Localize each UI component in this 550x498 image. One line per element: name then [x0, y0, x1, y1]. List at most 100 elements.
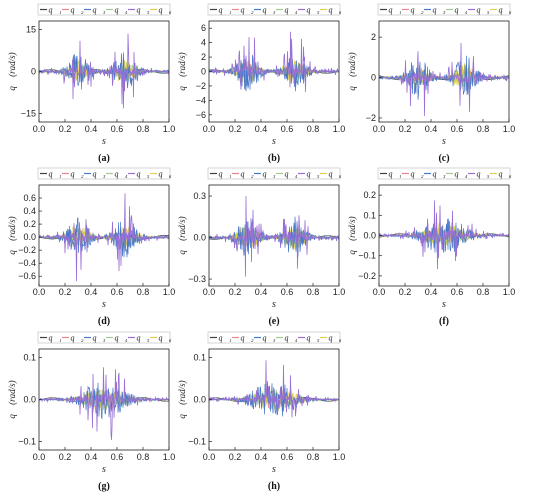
x-tick-label: 0.6 — [451, 287, 464, 297]
x-tick-label: 0.0 — [33, 452, 46, 462]
x-tick-label: 0.2 — [399, 287, 412, 297]
y-tick-label: 6 — [201, 23, 206, 33]
x-tick-label: 1.0 — [333, 452, 346, 462]
y-axis-label: q⃛ (rad/s) — [347, 216, 357, 254]
legend: q⃛₁ q⃛₂ q⃛₃ q⃛₄ q⃛₅ q⃛₆ — [208, 168, 342, 179]
y-tick-label: 2 — [371, 32, 376, 42]
y-tick-label: 2 — [201, 52, 206, 62]
y-tick-label: −6 — [196, 110, 206, 120]
legend-entry: q⃛₁ — [219, 334, 232, 343]
subplot-caption: (f) — [439, 316, 449, 327]
legend: q⃛₁ q⃛₂ q⃛₃ q⃛₄ q⃛₅ q⃛₆ — [38, 332, 172, 343]
x-tick-label: 0.4 — [425, 124, 438, 134]
subplot-caption: (g) — [98, 481, 110, 492]
x-tick-label: 0.2 — [229, 287, 242, 297]
legend-entry: q⃛₁ — [49, 170, 62, 179]
legend-entry: q⃛₆ — [159, 6, 172, 15]
legend: q⃛₁ q⃛₂ q⃛₃ q⃛₄ q⃛₅ q⃛₆ — [378, 168, 512, 179]
series-group — [379, 200, 509, 269]
x-tick-label: 1.0 — [503, 287, 516, 297]
series-line-5 — [209, 196, 339, 277]
legend-entry: q⃛₂ — [411, 170, 424, 179]
x-tick-label: 0.0 — [373, 124, 386, 134]
legend-entry: q⃛₃ — [433, 170, 446, 179]
x-tick-label: 0.0 — [33, 124, 46, 134]
x-tick-label: 0.6 — [281, 287, 294, 297]
y-tick-label: −4 — [196, 95, 206, 105]
legend-entry: q⃛₁ — [49, 6, 62, 15]
x-axis-label: s — [442, 136, 446, 147]
legend-entry: q⃛₅ — [307, 334, 320, 343]
y-tick-label: 0 — [31, 67, 36, 77]
legend-entry: q⃛₁ — [219, 6, 232, 15]
legend-entry: q⃛₂ — [241, 6, 254, 15]
y-tick-label: −15 — [21, 109, 36, 119]
legend-entry: q⃛₂ — [241, 170, 254, 179]
legend-entry: q⃛₅ — [137, 170, 150, 179]
x-tick-label: 0.4 — [85, 287, 98, 297]
x-tick-label: 0.2 — [59, 124, 72, 134]
x-tick-label: 0.4 — [85, 452, 98, 462]
legend-entry: q⃛₂ — [71, 6, 84, 15]
y-tick-label: −2 — [366, 113, 376, 123]
y-axis-label: q⃛ (rad/s) — [7, 52, 17, 90]
legend-entry: q⃛₅ — [477, 6, 490, 15]
legend-entry: q⃛₃ — [263, 6, 276, 15]
subplot-caption: (e) — [268, 316, 279, 327]
x-tick-label: 0.8 — [137, 124, 150, 134]
y-tick-label: 0.0 — [193, 233, 206, 243]
series-group — [209, 196, 339, 277]
y-axis-label: q⃛ (rad/s) — [347, 52, 357, 90]
x-axis-label: s — [102, 136, 106, 147]
series-line-5 — [209, 32, 339, 92]
y-tick-label: 0.0 — [363, 231, 376, 241]
x-tick-label: 0.6 — [111, 452, 124, 462]
x-tick-label: 0.0 — [373, 287, 386, 297]
x-tick-label: 0.8 — [137, 452, 150, 462]
x-tick-label: 0.6 — [111, 287, 124, 297]
x-tick-label: 0.4 — [255, 287, 268, 297]
legend-entry: q⃛₆ — [329, 6, 342, 15]
legend-entry: q⃛₄ — [115, 334, 128, 343]
legend-entry: q⃛₄ — [285, 6, 298, 15]
y-tick-label: 4 — [201, 38, 206, 48]
legend-entry: q⃛₂ — [71, 170, 84, 179]
legend-entry: q⃛₆ — [159, 170, 172, 179]
legend-entry: q⃛₂ — [241, 334, 254, 343]
legend-entry: q⃛₆ — [159, 334, 172, 343]
x-tick-label: 0.2 — [399, 124, 412, 134]
legend: q⃛₁ q⃛₂ q⃛₃ q⃛₄ q⃛₅ q⃛₆ — [378, 4, 512, 15]
subplot-b: 0.0 0.2 0.4 0.6 0.8 1.06420−2−4−6q⃛ (rad/s)s(… — [177, 4, 345, 164]
subplot-h: 0.0 0.2 0.4 0.6 0.8 1.00.10.0−0.1q⃛ (rad/s)s(… — [177, 332, 345, 492]
subplot-a: 0.0 0.2 0.4 0.6 0.8 1.0 15 0 −15 q⃛ (rad/s) s (a) q⃛… — [7, 4, 175, 164]
subplot-caption: (b) — [268, 153, 280, 164]
legend-entry: q⃛₄ — [285, 334, 298, 343]
x-tick-label: 1.0 — [333, 287, 346, 297]
legend-entry: q⃛₃ — [93, 334, 106, 343]
x-tick-label: 0.2 — [59, 452, 72, 462]
y-tick-label: −0.1 — [358, 251, 376, 261]
x-tick-label: 0.8 — [307, 124, 320, 134]
y-axis-label: q⃛ (rad/s) — [177, 380, 187, 418]
x-tick-label: 0.8 — [307, 452, 320, 462]
y-tick-label: 15 — [26, 24, 36, 34]
x-tick-label: 0.6 — [451, 124, 464, 134]
legend-entry: q⃛₅ — [477, 170, 490, 179]
y-axis-label: q⃛ (rad/s) — [177, 216, 187, 254]
y-tick-label: 0.6 — [23, 193, 36, 203]
series-group — [379, 43, 509, 116]
x-tick-label: 0.4 — [85, 124, 98, 134]
x-axis-label: s — [102, 299, 106, 310]
y-tick-label: −0.2 — [18, 245, 36, 255]
y-tick-label: 0.1 — [193, 352, 206, 362]
legend-entry: q⃛₂ — [411, 6, 424, 15]
legend-entry: q⃛₃ — [93, 170, 106, 179]
x-axis-label: s — [102, 464, 106, 475]
x-tick-label: 0.0 — [33, 287, 46, 297]
legend-entry: q⃛₃ — [263, 170, 276, 179]
x-axis-label: s — [272, 299, 276, 310]
series-group — [39, 367, 169, 440]
x-tick-label: 0.6 — [281, 124, 294, 134]
subplot-caption: (h) — [268, 481, 280, 492]
y-tick-label: 0.0 — [193, 395, 206, 405]
